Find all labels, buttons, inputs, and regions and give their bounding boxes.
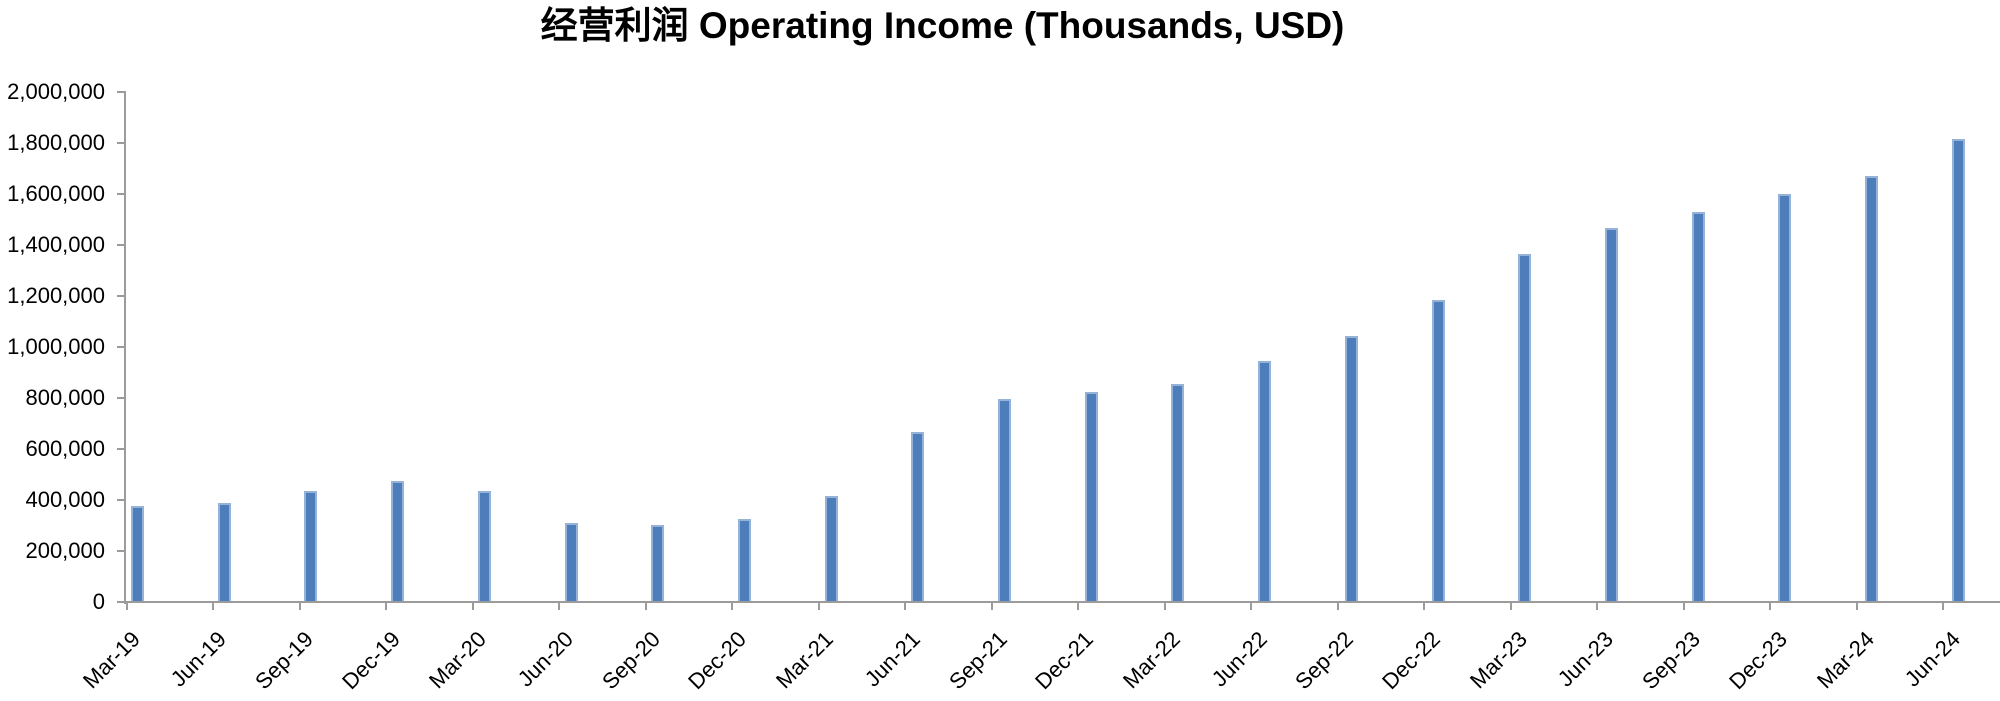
x-axis-tick: [298, 602, 301, 610]
bar: [1604, 228, 1618, 602]
x-axis-tick: [1336, 602, 1339, 610]
bar: [564, 523, 578, 602]
y-axis-tick: [117, 499, 126, 501]
bar: [1518, 254, 1532, 602]
x-axis-tick: [1250, 602, 1252, 610]
y-axis-tick: [117, 295, 126, 297]
x-axis-line: [124, 601, 2000, 603]
bar: [1258, 361, 1272, 602]
x-axis-tick: [1769, 602, 1771, 610]
bar: [1084, 392, 1098, 602]
x-axis-tick: [1682, 602, 1685, 610]
x-axis-tick: [1423, 602, 1425, 610]
y-axis-tick: [117, 244, 126, 246]
x-axis-tick: [904, 602, 906, 610]
x-axis-tick: [1596, 602, 1598, 610]
bar: [1431, 300, 1445, 602]
bar: [651, 525, 665, 602]
y-axis-tick-label: 2,000,000: [7, 79, 105, 104]
y-axis-tick: [117, 448, 126, 450]
y-axis-tick-label: 1,000,000: [7, 334, 105, 359]
bar: [1691, 212, 1705, 602]
bar: [911, 432, 925, 602]
x-axis-tick: [385, 602, 387, 610]
y-axis-line: [124, 92, 126, 604]
x-axis-tick: [471, 602, 474, 610]
x-axis-tick: [731, 602, 733, 610]
y-axis-tick-label: 800,000: [25, 385, 105, 410]
y-axis-tick-label: 1,800,000: [7, 130, 105, 155]
x-axis-tick: [1163, 602, 1166, 610]
y-axis-tick: [117, 346, 126, 348]
x-axis-tick: [212, 602, 214, 610]
bar: [998, 399, 1011, 602]
x-axis-tick: [817, 602, 820, 610]
y-axis-tick: [117, 601, 126, 603]
x-axis-tick: [558, 602, 560, 610]
bar: [391, 481, 405, 602]
x-axis-tick: [125, 602, 128, 610]
y-axis-tick-label: 1,400,000: [7, 232, 105, 257]
x-axis-tick: [644, 602, 647, 610]
bar: [217, 503, 231, 602]
y-axis-tick-label: 600,000: [25, 436, 105, 461]
y-axis-tick-label: 1,600,000: [7, 181, 105, 206]
y-axis-tick-label: 400,000: [25, 487, 105, 512]
y-axis-tick-label: 1,200,000: [7, 283, 105, 308]
bar: [304, 491, 318, 602]
bar: [737, 519, 751, 602]
y-axis-tick: [117, 193, 126, 195]
x-axis-tick: [1942, 602, 1944, 610]
y-axis-tick: [117, 550, 126, 552]
bar: [1344, 336, 1358, 602]
bar: [477, 491, 491, 602]
bar: [131, 506, 144, 602]
bar: [1865, 176, 1878, 602]
y-axis-tick-label: 200,000: [25, 538, 105, 563]
y-axis-tick: [117, 397, 126, 399]
y-axis-tick: [117, 91, 126, 93]
x-axis-tick: [1509, 602, 1512, 610]
y-axis-tick-label: 0: [92, 589, 105, 614]
bar: [1951, 139, 1965, 602]
chart-title: 经营利润 Operating Income (Thousands, USD): [540, 5, 1345, 46]
bar: [824, 496, 838, 602]
x-axis-tick: [990, 602, 993, 610]
x-axis-tick: [1077, 602, 1079, 610]
x-axis-tick-label: Mar-19: [77, 626, 145, 694]
y-axis-tick: [117, 142, 126, 144]
bar: [1171, 384, 1185, 602]
x-axis-tick: [1855, 602, 1858, 610]
bar: [1778, 194, 1792, 602]
